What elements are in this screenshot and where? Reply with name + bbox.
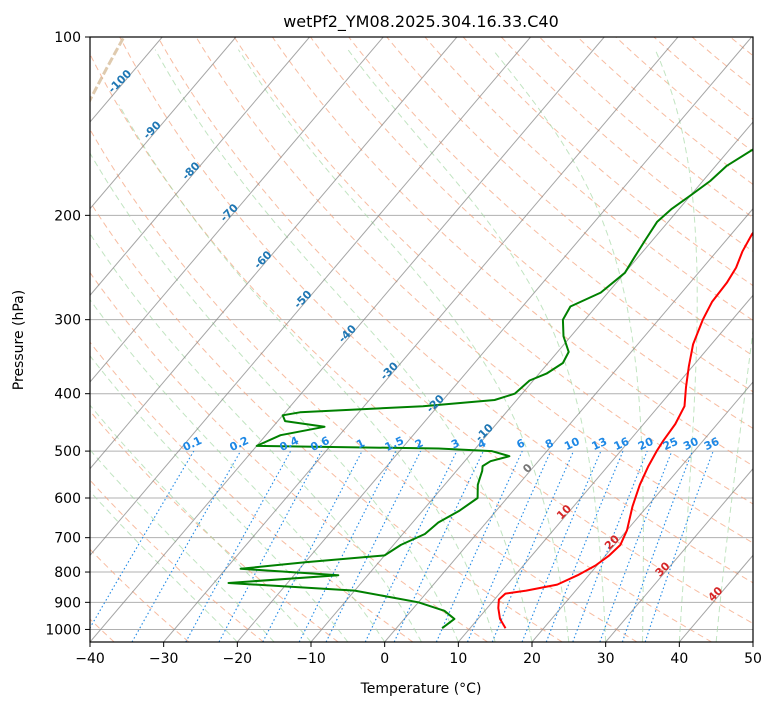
isotherm-line [605, 467, 753, 642]
dry-adiabat [386, 37, 753, 357]
isotherm-line [90, 37, 531, 557]
x-axis-label: Temperature (°C) [360, 681, 482, 697]
mixing-ratio-label: 20 [636, 435, 656, 453]
moist-adiabat [347, 49, 607, 642]
chart-title: wetPf2_YM08.2025.304.16.33.C40 [283, 12, 559, 32]
isotherm-line [531, 381, 753, 642]
mixing-ratio-line [364, 450, 458, 642]
y-tick-label: 200 [54, 208, 81, 224]
y-tick-label: 1000 [45, 622, 81, 638]
dry-adiabat [119, 37, 753, 625]
isotherm-line [90, 37, 384, 383]
isotherm-line [310, 121, 753, 642]
moist-adiabat [654, 49, 698, 642]
mixing-ratio-label: 25 [661, 435, 680, 453]
dry-adiabat [424, 37, 753, 321]
mixing-ratio-label: 30 [681, 435, 701, 453]
y-tick-label: 500 [54, 444, 81, 460]
mixing-ratio-label: 13 [590, 435, 609, 453]
pressure-gridlines [90, 37, 753, 630]
x-tick-label: 10 [449, 651, 467, 667]
x-tick-label: −30 [149, 651, 179, 667]
isotherm-line [90, 37, 310, 297]
moist-adiabat [237, 49, 570, 642]
x-axis-ticks: −40 −30 −20 −10 0 10 20 30 40 50 [75, 642, 762, 667]
isotherm-line [236, 37, 752, 642]
x-tick-label: −10 [296, 651, 326, 667]
mixing-ratio-line [621, 450, 693, 642]
dry-adiabat [500, 37, 753, 252]
isotherm-line [384, 207, 753, 642]
x-tick-label: 50 [744, 651, 762, 667]
mixing-ratio-line [435, 450, 523, 642]
isotherm-line [163, 37, 679, 642]
y-tick-label: 100 [54, 30, 81, 46]
x-tick-label: −40 [75, 651, 105, 667]
moist-adiabat [492, 49, 644, 642]
isotherms [90, 37, 753, 642]
y-tick-label: 800 [54, 565, 81, 581]
x-tick-label: −20 [223, 651, 253, 667]
x-tick-label: 40 [670, 651, 688, 667]
dry-adiabat [157, 37, 753, 584]
isotherm-line [90, 37, 237, 210]
mixing-ratio-lines [90, 450, 714, 642]
isotherm-line [90, 37, 605, 642]
moist-adiabat [118, 104, 496, 642]
mixing-ratio-line [325, 450, 422, 642]
mixing-ratio-line [644, 450, 714, 642]
dry-adiabat [90, 479, 264, 642]
dry-adiabat [233, 37, 753, 505]
dry-adiabat [310, 37, 753, 429]
x-tick-label: 20 [523, 651, 541, 667]
dewpoint-profile [227, 148, 753, 629]
mixing-ratio-line [491, 450, 575, 642]
dry-adiabat [348, 37, 753, 393]
dry-adiabat [615, 37, 753, 153]
mixing-ratio-label: 36 [702, 435, 722, 453]
y-tick-label: 700 [54, 531, 81, 547]
dry-adiabat [462, 37, 753, 287]
dry-adiabat [90, 53, 712, 642]
y-tick-label: 600 [54, 491, 81, 507]
y-axis-ticks: 100 200 300 400 500 600 700 800 900 1000 [45, 30, 90, 638]
plot-frame [89, 36, 754, 643]
moist-adiabat [154, 49, 533, 642]
y-tick-label: 300 [54, 313, 81, 329]
moist-adiabat [90, 355, 349, 642]
x-tick-label: 30 [597, 651, 615, 667]
dry-adiabat [90, 341, 414, 642]
temperature-profile [497, 231, 753, 629]
mixing-ratio-label: 16 [612, 435, 632, 453]
y-tick-label: 400 [54, 387, 81, 403]
mixing-ratio-line [393, 450, 484, 642]
mixing-ratio-line [185, 450, 292, 642]
plot-area [90, 37, 753, 642]
y-tick-label: 900 [54, 595, 81, 611]
dry-adiabats [90, 37, 753, 642]
moist-adiabat [715, 326, 753, 642]
mixing-ratio-line [466, 450, 552, 642]
moist-adiabat [90, 232, 422, 642]
mixing-ratio-line [131, 450, 242, 642]
profile-lines [227, 148, 753, 629]
moist-adiabat [90, 449, 275, 642]
x-tick-label: 0 [380, 651, 389, 667]
moist-adiabat [90, 152, 459, 642]
mixing-ratio-label: 10 [562, 435, 582, 453]
isotherm-line [90, 37, 458, 470]
moist-adiabats [90, 49, 753, 642]
isotherm-line [457, 294, 753, 642]
y-axis-label: Pressure (hPa) [11, 290, 27, 390]
moist-adiabat [90, 298, 386, 642]
mixing-ratio-line [218, 450, 322, 642]
dry-adiabat [195, 37, 753, 544]
mixing-ratio-line [90, 450, 195, 629]
dry-adiabat [90, 128, 638, 642]
